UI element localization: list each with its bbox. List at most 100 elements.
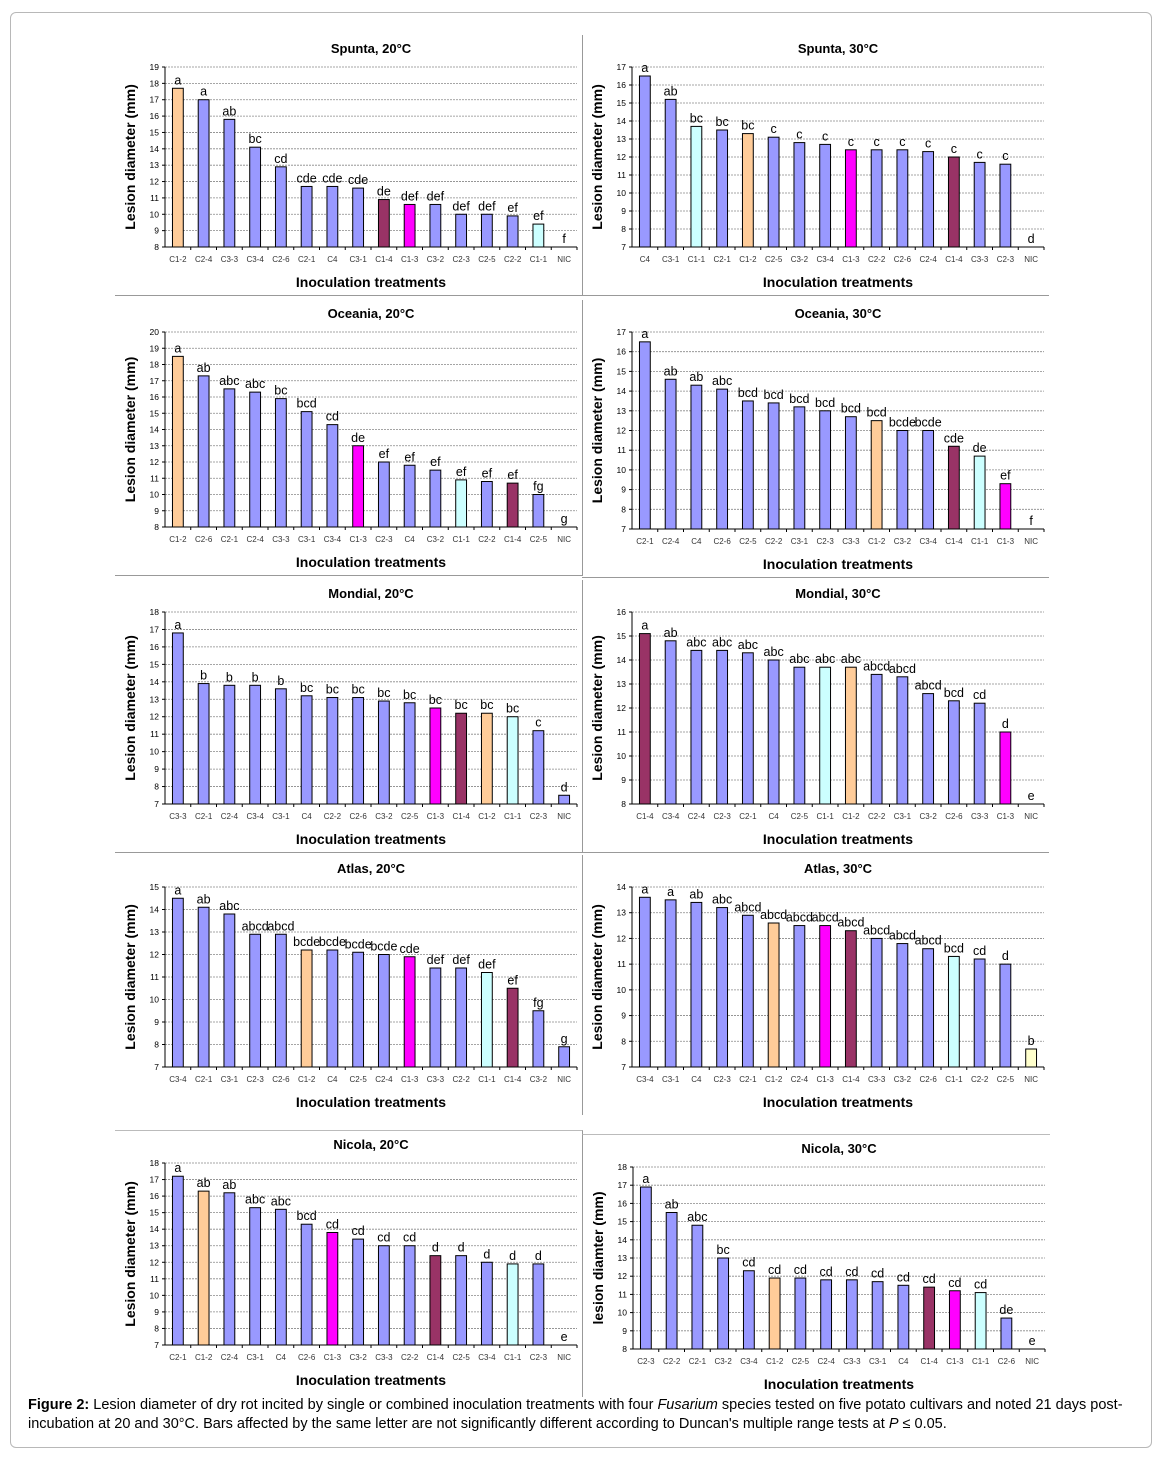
- significance-letter: abc: [764, 645, 784, 659]
- y-tick-label: 11: [150, 1274, 159, 1284]
- y-tick-label: 11: [617, 959, 626, 969]
- y-tick-label: 7: [621, 1062, 626, 1072]
- x-tick-label: C3-1: [349, 255, 367, 264]
- bar-c3-3: [171, 632, 184, 805]
- bar-c3-3: [870, 937, 883, 1068]
- x-axis-label: Inoculation treatments: [296, 1094, 446, 1110]
- significance-letter: abcd: [889, 929, 916, 943]
- chart-svg: Oceania, 20°C 8 9 10 11 12 13 14 15 16 17 18 19 20 Les…: [122, 306, 578, 570]
- significance-letter: bcde: [370, 940, 397, 954]
- significance-letter: abcd: [242, 919, 269, 933]
- significance-letter: cd: [973, 944, 986, 958]
- y-axis-label: lesion diamter (mm): [590, 1191, 606, 1324]
- x-tick-label: C2-5: [452, 1353, 470, 1362]
- significance-letter: b: [226, 670, 233, 684]
- x-tick-label: C2-6: [713, 537, 731, 546]
- significance-letter: ef: [507, 201, 518, 215]
- bar-c1-3: [999, 731, 1012, 805]
- bar-c2-6: [274, 166, 287, 248]
- bar-c2-3: [819, 410, 832, 530]
- x-tick-label: C2-4: [919, 255, 937, 264]
- x-tick-label: C3-4: [662, 812, 680, 821]
- bar-c1-2: [768, 1277, 781, 1350]
- y-tick-label: 11: [150, 473, 159, 483]
- x-tick-label: C3-2: [375, 812, 393, 821]
- x-tick-label: C1-1: [972, 1357, 990, 1366]
- x-tick-label: C3-2: [427, 255, 445, 264]
- x-tick-label: C2-1: [195, 812, 213, 821]
- y-tick-label: 11: [150, 729, 159, 739]
- chart-svg: Mondial, 30°C 8 9 10 11 12 13 14 15 16 Lesion diam…: [589, 586, 1045, 847]
- x-tick-label: C4: [691, 1075, 702, 1084]
- significance-letter: abcd: [915, 679, 942, 693]
- x-tick-label: C4: [302, 812, 313, 821]
- y-tick-label: 17: [150, 1175, 160, 1185]
- bar-c1-1: [506, 716, 519, 805]
- bar-c4: [638, 75, 651, 248]
- y-tick-label: 7: [154, 1340, 159, 1350]
- significance-letter: c: [1002, 149, 1008, 163]
- bar-c3-2: [896, 943, 909, 1068]
- x-tick-label: C1-4: [427, 1353, 445, 1362]
- significance-letter: cd: [352, 1224, 365, 1238]
- bar-c3-2: [717, 1257, 730, 1350]
- bar-c3-1: [223, 913, 236, 1068]
- significance-letter: d: [432, 1241, 439, 1255]
- significance-letter: abc: [219, 899, 239, 913]
- caption-text-1: Lesion diameter of dry rot incited by si…: [89, 1397, 658, 1413]
- significance-letter: cde: [944, 431, 964, 445]
- x-tick-label: C1-2: [195, 1353, 213, 1362]
- bar-c2-4: [197, 99, 210, 248]
- significance-letter: cd: [403, 1231, 416, 1245]
- significance-letter: d: [1002, 717, 1009, 731]
- chart-svg: Spunta, 30°C 7 8 9 10 11 12 13 14 15 16 17 Lesion di…: [589, 41, 1045, 290]
- y-tick-label: 9: [154, 764, 159, 774]
- x-tick-label: C3-1: [869, 1357, 887, 1366]
- bar-c2-1: [716, 129, 729, 248]
- y-tick-label: 14: [150, 677, 160, 687]
- x-axis-label: Inoculation treatments: [296, 554, 446, 570]
- bar-c2-1: [171, 1175, 184, 1346]
- bar-c1-1: [455, 479, 468, 528]
- y-tick-label: 18: [618, 1162, 628, 1172]
- y-tick-label: 17: [617, 327, 627, 337]
- significance-letter: d: [561, 780, 568, 794]
- bar-c2-4: [820, 1279, 833, 1350]
- x-tick-label: C1-1: [452, 535, 470, 544]
- bar-c3-2: [532, 1010, 545, 1068]
- bar-c2-4: [377, 954, 390, 1068]
- significance-letter: ab: [689, 370, 703, 384]
- significance-letter: bc: [326, 683, 339, 697]
- y-tick-label: 11: [618, 1289, 627, 1299]
- significance-letter: abcd: [889, 662, 916, 676]
- y-tick-label: 14: [617, 882, 627, 892]
- significance-letter: a: [174, 341, 181, 355]
- y-tick-label: 8: [621, 224, 626, 234]
- bar-c3-4: [819, 143, 832, 248]
- bar-c2-1: [741, 914, 754, 1068]
- x-tick-label: C2-4: [221, 1353, 239, 1362]
- y-tick-label: 10: [617, 188, 627, 198]
- significance-letter: cd: [923, 1272, 936, 1286]
- x-tick-label: C3-3: [868, 1075, 886, 1084]
- bar-c2-6: [947, 700, 960, 805]
- significance-letter: ef: [1000, 469, 1011, 483]
- bar-c2-6: [197, 375, 210, 528]
- x-tick-label: C2-5: [478, 255, 496, 264]
- significance-letter: fg: [533, 480, 543, 494]
- significance-letter: b: [1028, 1034, 1035, 1048]
- chart-title: Oceania, 20°C: [328, 306, 415, 321]
- x-tick-label: C1-3: [946, 1357, 964, 1366]
- bar-c2-4: [793, 925, 806, 1068]
- y-tick-label: 17: [617, 62, 627, 72]
- x-tick-label: C2-3: [530, 812, 548, 821]
- bar-c2-4: [223, 1192, 236, 1346]
- x-tick-label: C2-2: [504, 255, 522, 264]
- significance-letter: abc: [712, 893, 732, 907]
- significance-letter: bcd: [841, 402, 861, 416]
- x-tick-label: C1-4: [945, 255, 963, 264]
- chart-svg: Spunta, 20°C 8 9 10 11 12 13 14 15 16 17 18 19 Lesion…: [122, 41, 578, 290]
- bar-c2-2: [455, 967, 468, 1068]
- x-tick-label: C3-4: [246, 812, 264, 821]
- significance-letter: abcd: [812, 911, 839, 925]
